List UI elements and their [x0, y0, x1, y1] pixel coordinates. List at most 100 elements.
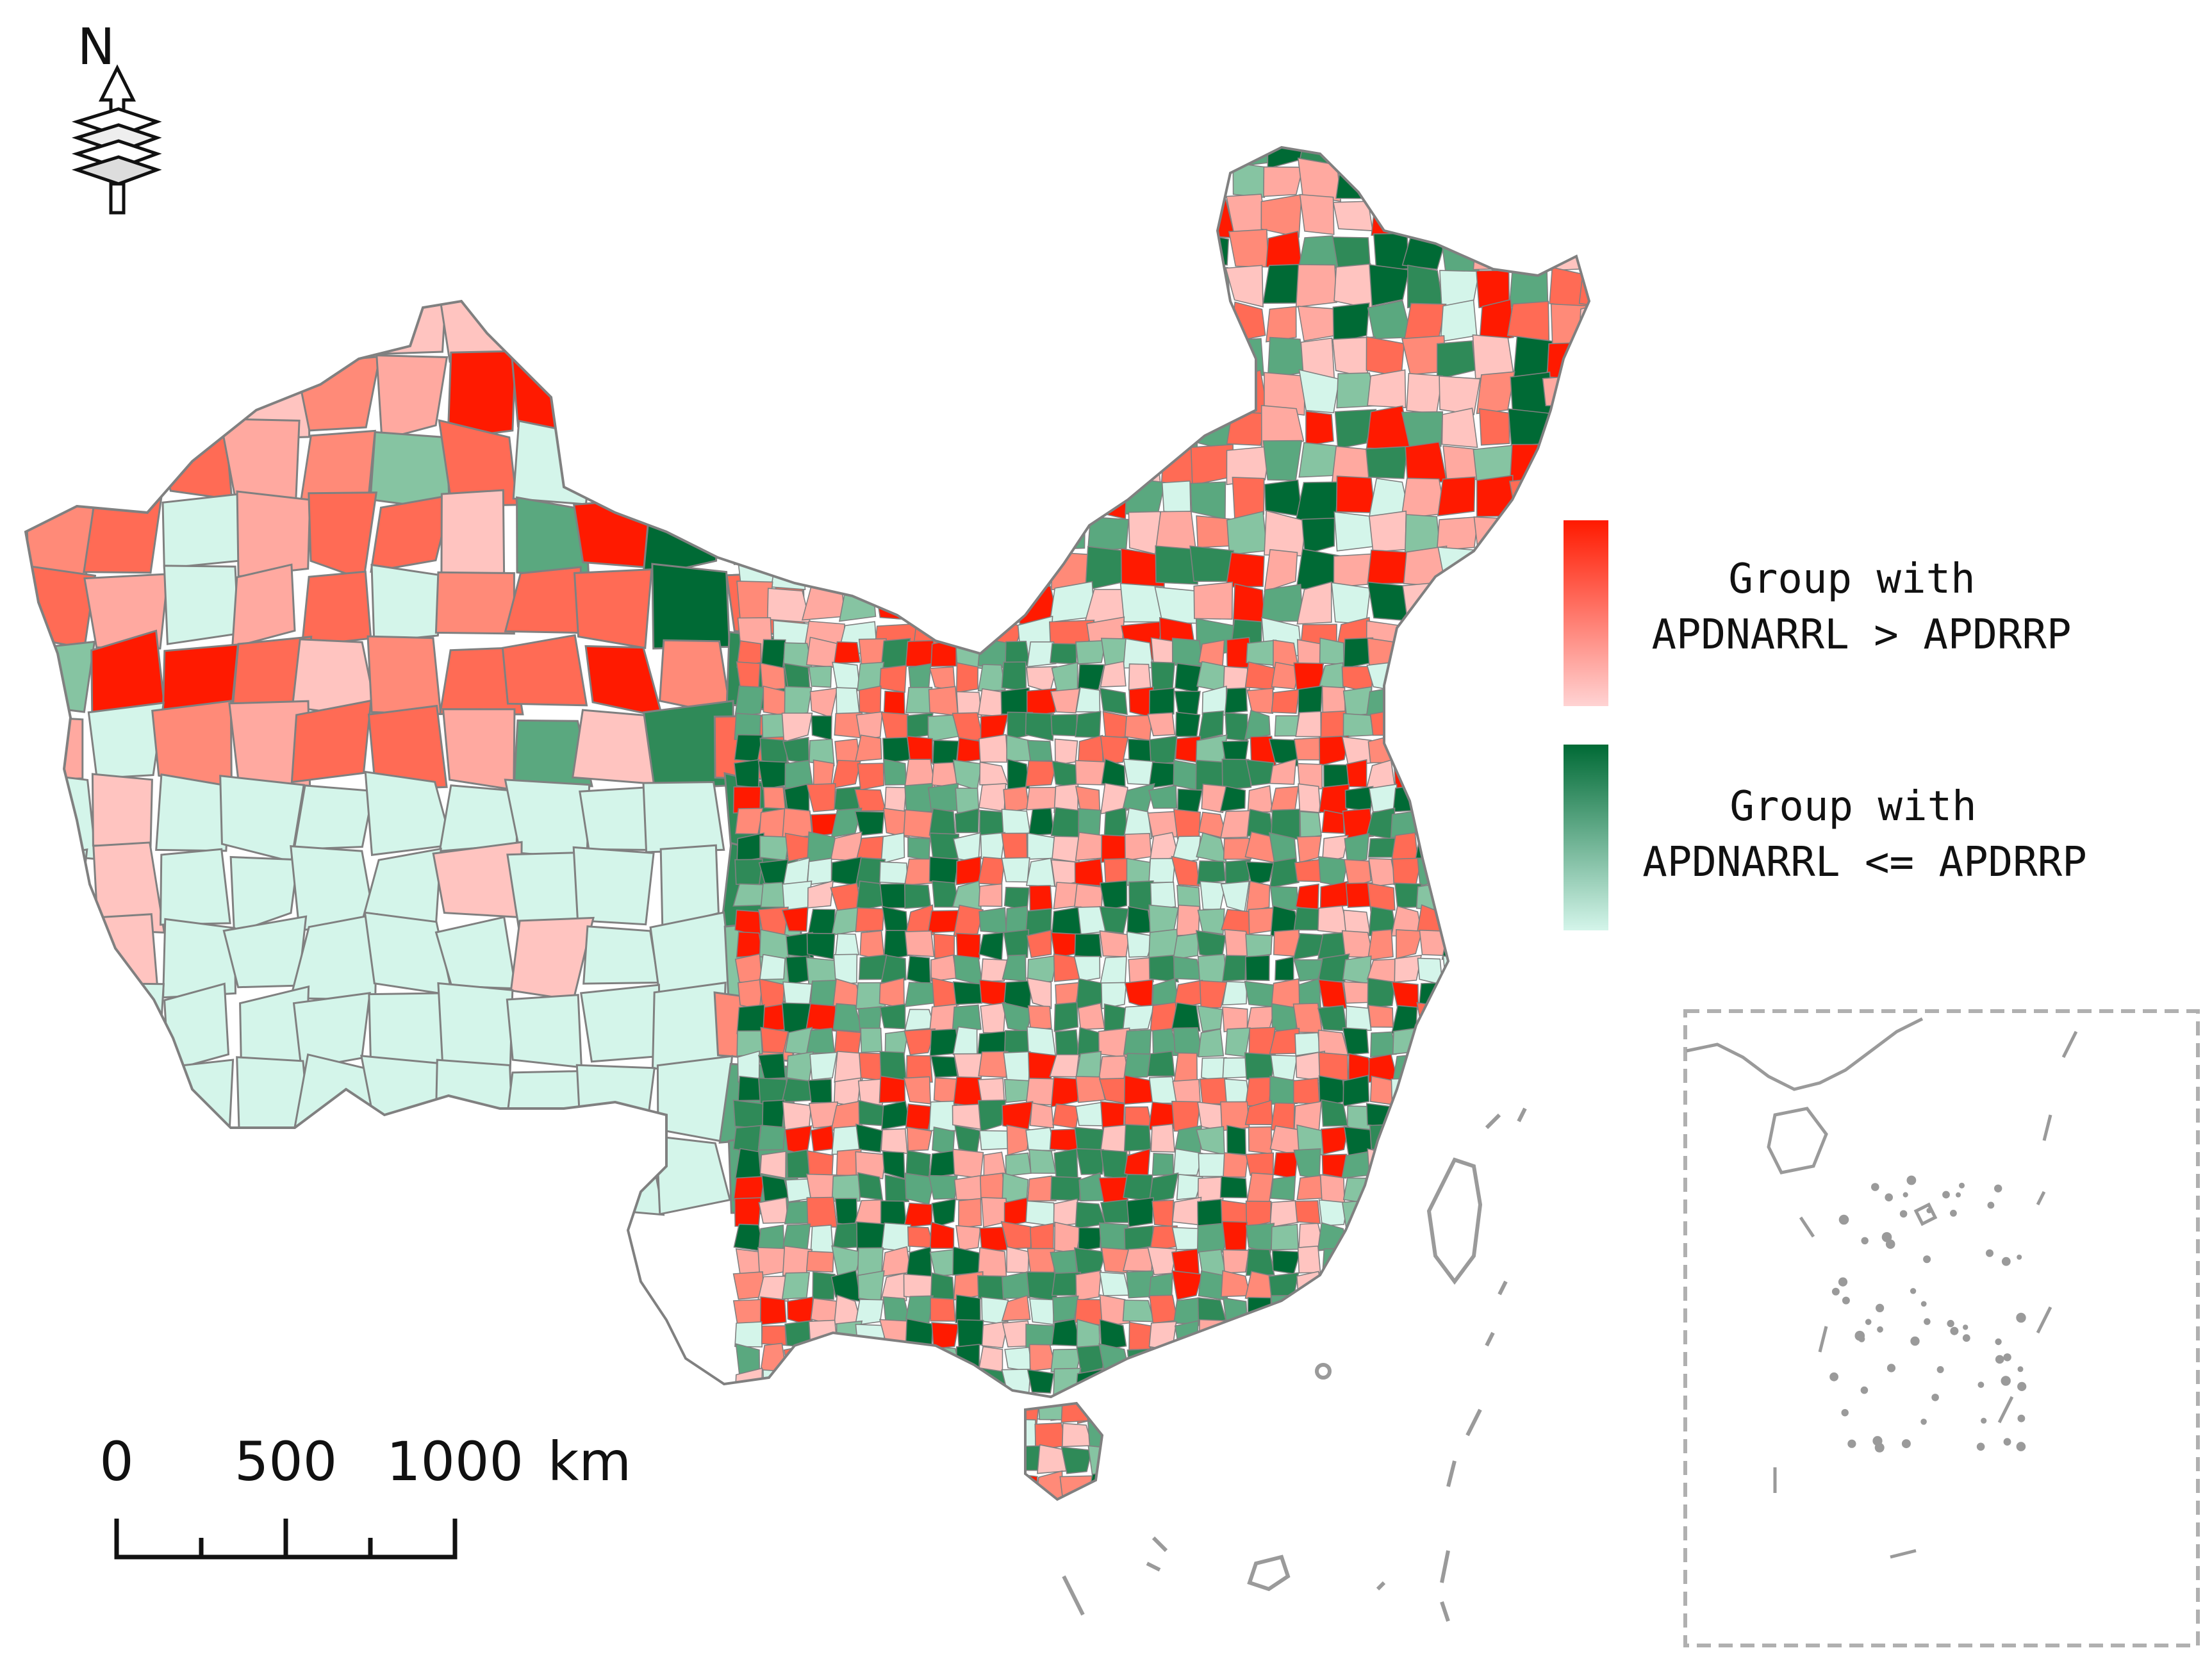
- county-region: [879, 861, 909, 884]
- county-region: [1220, 810, 1251, 839]
- county-region: [1125, 1369, 1150, 1399]
- county-region: [1391, 1172, 1421, 1202]
- inset-island-dot: [1995, 1338, 2002, 1346]
- inset-island-dot: [2017, 1414, 2026, 1422]
- county-region: [1198, 1028, 1225, 1058]
- county-region: [946, 334, 984, 376]
- county-region: [432, 841, 523, 919]
- county-region: [1221, 955, 1247, 982]
- county-region: [26, 427, 102, 507]
- county-region: [1226, 445, 1271, 486]
- island-stroke: [1485, 1331, 1495, 1347]
- county-region: [1260, 194, 1303, 238]
- county-region: [512, 420, 593, 506]
- county-region: [1543, 409, 1588, 442]
- county-region: [1050, 408, 1090, 452]
- county-region: [78, 1123, 160, 1208]
- inset-dash: [2042, 1114, 2052, 1141]
- county-region: [83, 573, 169, 650]
- county-region: [734, 685, 765, 718]
- county-region: [1025, 712, 1055, 741]
- county-region: [845, 517, 879, 556]
- county-region: [1126, 931, 1155, 958]
- county-region: [781, 713, 813, 743]
- county-region: [1269, 758, 1297, 785]
- county-region: [854, 811, 885, 836]
- county-region: [641, 420, 734, 510]
- county-region: [879, 408, 919, 450]
- legend: Group with APDNARRL > APDRRP Group with …: [1564, 520, 2087, 930]
- county-region: [983, 1151, 1007, 1176]
- county-region: [872, 267, 918, 307]
- county-region: [1224, 687, 1248, 714]
- inset-island-dot: [1977, 1381, 1985, 1389]
- county-region: [766, 369, 809, 416]
- inset-island-dot: [1950, 1326, 1959, 1335]
- county-region: [978, 337, 1019, 377]
- county-region: [1245, 1373, 1276, 1399]
- county-region: [1098, 1370, 1129, 1395]
- county-region: [1226, 1125, 1247, 1155]
- county-region: [1014, 341, 1054, 378]
- county-region: [1223, 1152, 1249, 1178]
- county-region: [735, 301, 777, 342]
- county-region: [83, 490, 163, 574]
- county-region: [1085, 228, 1125, 269]
- county-region: [1297, 1245, 1321, 1274]
- county-region: [1299, 811, 1322, 839]
- county-region: [1054, 738, 1078, 766]
- county-region: [903, 1202, 933, 1228]
- county-region: [1173, 1344, 1203, 1372]
- county-region: [807, 909, 836, 936]
- county-region: [729, 495, 802, 565]
- county-region: [874, 196, 918, 238]
- county-region: [735, 147, 772, 169]
- county-region: [1171, 1002, 1201, 1032]
- county-region: [1401, 411, 1444, 450]
- county-region: [854, 1199, 884, 1226]
- scale-unit: km: [548, 1430, 631, 1493]
- county-region: [904, 1028, 936, 1055]
- county-region: [1439, 662, 1470, 691]
- county-region: [1404, 147, 1441, 167]
- county-region: [1365, 445, 1408, 479]
- county-region: [1225, 859, 1251, 885]
- county-region: [953, 954, 983, 986]
- county-region: [1416, 758, 1445, 791]
- county-region: [506, 994, 582, 1069]
- county-region: [1264, 548, 1298, 593]
- county-region: [584, 645, 664, 718]
- county-region: [1026, 1271, 1058, 1301]
- county-region: [906, 955, 931, 986]
- county-region: [1155, 161, 1194, 200]
- inset-island-dot: [2017, 1366, 2024, 1373]
- county-region: [1262, 440, 1303, 481]
- county-region: [1196, 1397, 1228, 1422]
- county-region: [1219, 1346, 1251, 1373]
- county-region: [1391, 1246, 1420, 1276]
- county-region: [1407, 264, 1444, 309]
- county-region: [1053, 882, 1078, 910]
- county-region: [1344, 1223, 1371, 1253]
- county-region: [1151, 978, 1179, 1005]
- inset-island-dot: [1871, 1183, 1879, 1191]
- county-region: [1018, 165, 1059, 199]
- county-region: [1273, 1151, 1299, 1180]
- county-region: [878, 517, 917, 556]
- county-region: [159, 848, 231, 926]
- county-region: [1049, 376, 1090, 412]
- county-region: [1416, 1076, 1444, 1105]
- county-region: [574, 293, 647, 358]
- county-region: [1321, 1126, 1349, 1155]
- county-region: [1269, 1396, 1296, 1422]
- county-region: [903, 809, 934, 839]
- county-region: [732, 1125, 761, 1154]
- county-region: [1465, 1269, 1496, 1297]
- county-region: [930, 1297, 956, 1322]
- county-region: [1392, 784, 1421, 812]
- county-region: [830, 1269, 862, 1303]
- county-region: [236, 490, 311, 578]
- county-region: [1436, 516, 1479, 551]
- inset-island-dot: [1920, 1419, 1927, 1425]
- county-region: [734, 734, 763, 762]
